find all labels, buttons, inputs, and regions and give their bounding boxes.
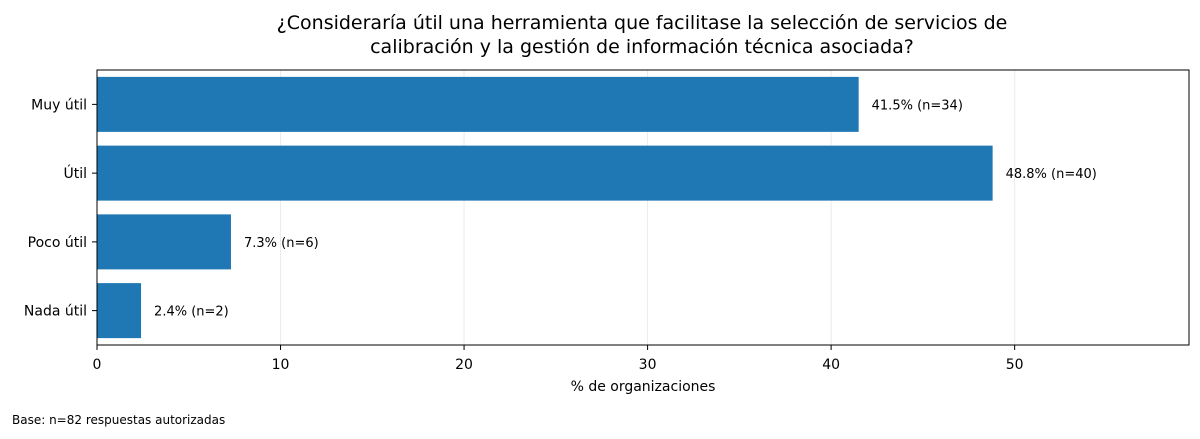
footnote: Base: n=82 respuestas autorizadas [12,413,226,427]
y-tick-label: Nada útil [24,304,87,320]
x-tick-label: 0 [93,357,102,373]
x-tick-label: 20 [455,357,473,373]
plot-frame [96,69,1190,346]
bar-data-label: 7.3% (n=6) [244,236,319,251]
bar [97,145,993,201]
data-labels: 41.5% (n=34) 48.8% (n=40) 7.3% (n=6) 2.4% (… [154,98,1097,319]
x-tick-label: 30 [639,357,657,373]
chart-title-line: calibración y la gestión de información … [370,36,914,58]
bar [97,76,859,132]
x-tick-label: 10 [272,357,290,373]
chart-title-line: ¿Consideraría útil una herramienta que f… [277,12,1008,34]
bar-data-label: 41.5% (n=34) [872,98,963,113]
y-tick-label: Muy útil [31,97,87,113]
chart-title: ¿Consideraría útil una herramienta que f… [277,12,1008,58]
bar [97,283,142,339]
y-tick-label: Poco útil [28,235,87,251]
x-axis-label: % de organizaciones [571,379,716,395]
y-axis-ticks: Muy útil Útil Poco útil Nada útil [24,97,97,320]
x-tick-label: 40 [822,357,840,373]
x-axis-ticks: 0 10 20 30 40 50 [93,345,1024,373]
y-tick-label: Útil [63,164,87,182]
bar-data-label: 2.4% (n=2) [154,305,229,320]
bar-data-label: 48.8% (n=40) [1006,167,1097,182]
x-tick-label: 50 [1006,357,1024,373]
bars [97,76,993,339]
bar [97,214,231,270]
